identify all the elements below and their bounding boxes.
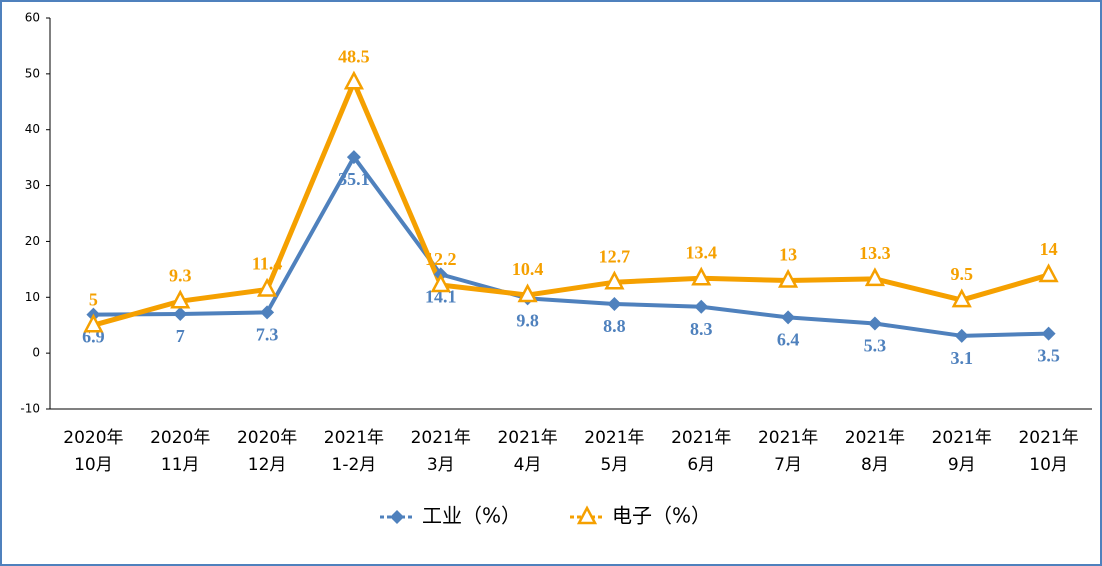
data-label: 14 xyxy=(1040,239,1058,259)
data-label: 8.3 xyxy=(690,319,713,339)
data-label: 12.2 xyxy=(425,249,457,269)
legend-marker xyxy=(390,510,404,524)
data-label: 13 xyxy=(779,245,797,265)
x-tick-label: 2021年 5月 xyxy=(584,428,644,475)
x-tick-label: 2021年 6月 xyxy=(671,428,731,475)
marker xyxy=(173,307,188,322)
legend-label: 工业（%） xyxy=(422,504,521,528)
x-tick-label: 2021年 3月 xyxy=(411,428,471,475)
series-line xyxy=(93,155,1049,338)
x-tick-label: 2021年 10月 xyxy=(1018,428,1078,475)
marker xyxy=(1038,263,1059,283)
data-label: 10.4 xyxy=(512,259,544,279)
x-tick-label: 2021年 9月 xyxy=(932,428,992,475)
data-label: 9.5 xyxy=(951,264,974,284)
marker xyxy=(864,267,886,287)
marker xyxy=(867,316,882,331)
marker xyxy=(346,150,361,165)
marker xyxy=(607,296,622,311)
data-label: 8.8 xyxy=(603,316,626,336)
marker xyxy=(1041,326,1056,341)
y-tick-label: 30 xyxy=(25,178,40,192)
data-label: 9.3 xyxy=(169,265,192,285)
data-label: 7 xyxy=(176,326,185,346)
data-label: 13.3 xyxy=(859,243,891,263)
data-label: 5 xyxy=(89,289,98,309)
y-tick-label: 10 xyxy=(25,290,40,304)
marker xyxy=(430,273,451,293)
data-label: 9.8 xyxy=(516,311,539,331)
y-tick-label: 60 xyxy=(25,11,40,25)
series-line xyxy=(92,79,1050,328)
data-label: 6.4 xyxy=(777,330,800,350)
x-tick-label: 2021年 7月 xyxy=(758,428,818,475)
data-label: 3.5 xyxy=(1037,346,1060,366)
y-tick-label: 50 xyxy=(25,66,40,80)
marker xyxy=(604,270,625,290)
marker xyxy=(260,305,275,320)
data-label: 11.4 xyxy=(252,254,283,274)
marker xyxy=(777,268,799,288)
data-label: 48.5 xyxy=(338,46,370,66)
x-tick-label: 2021年 8月 xyxy=(845,428,905,475)
y-tick-label: -10 xyxy=(20,402,40,416)
data-label: 13.4 xyxy=(686,242,718,262)
marker xyxy=(954,328,969,343)
y-tick-label: 0 xyxy=(32,346,40,360)
marker xyxy=(517,283,538,303)
marker xyxy=(170,289,191,309)
marker xyxy=(343,70,365,90)
x-tick-label: 2021年 4月 xyxy=(497,428,557,475)
x-tick-label: 2020年 10月 xyxy=(63,428,123,475)
x-tick-label: 2020年 11月 xyxy=(150,428,210,475)
data-label: 12.7 xyxy=(599,246,631,266)
marker xyxy=(951,288,972,308)
legend-marker xyxy=(576,505,598,525)
y-tick-label: 40 xyxy=(25,122,40,136)
legend-label: 电子（%） xyxy=(612,504,711,528)
y-tick-label: 20 xyxy=(25,234,40,248)
x-tick-label: 2020年 12月 xyxy=(237,428,297,475)
marker xyxy=(691,266,712,286)
data-label: 35.1 xyxy=(338,169,370,189)
marker xyxy=(781,310,796,325)
data-label: 7.3 xyxy=(256,324,279,344)
marker xyxy=(694,299,709,314)
marker xyxy=(256,277,278,297)
x-tick-label: 2021年 1-2月 xyxy=(324,428,384,475)
marker xyxy=(83,313,104,333)
data-label: 3.1 xyxy=(951,348,974,368)
data-label: 5.3 xyxy=(864,336,887,356)
